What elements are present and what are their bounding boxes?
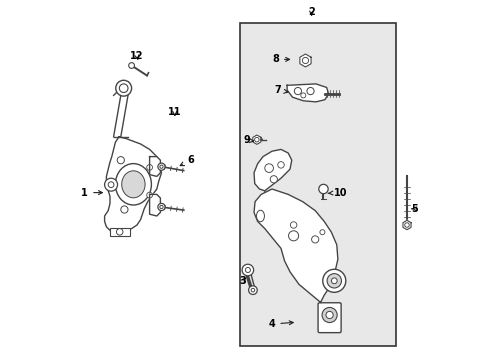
Polygon shape (300, 54, 311, 67)
Polygon shape (104, 137, 162, 232)
Circle shape (117, 157, 124, 164)
Text: 2: 2 (308, 6, 315, 17)
Text: 1: 1 (81, 188, 102, 198)
Circle shape (116, 80, 132, 96)
Text: 4: 4 (269, 319, 293, 329)
Circle shape (121, 206, 128, 213)
Circle shape (260, 138, 263, 141)
Circle shape (312, 236, 319, 243)
Circle shape (242, 264, 254, 276)
Circle shape (129, 63, 134, 68)
Ellipse shape (122, 171, 145, 198)
Circle shape (251, 288, 255, 292)
Polygon shape (403, 220, 411, 230)
Circle shape (120, 84, 128, 93)
Text: 9: 9 (244, 135, 254, 145)
FancyBboxPatch shape (318, 303, 341, 333)
Polygon shape (254, 149, 292, 191)
Circle shape (265, 164, 273, 172)
Circle shape (245, 267, 250, 273)
Text: 8: 8 (272, 54, 290, 64)
Circle shape (323, 269, 346, 292)
Circle shape (104, 178, 118, 191)
Circle shape (301, 93, 306, 98)
Text: 7: 7 (274, 85, 288, 95)
Circle shape (278, 162, 284, 168)
Circle shape (147, 192, 152, 198)
Circle shape (319, 184, 328, 194)
Ellipse shape (257, 210, 265, 222)
Polygon shape (254, 189, 338, 302)
Text: 6: 6 (180, 155, 195, 166)
Circle shape (327, 274, 342, 288)
Circle shape (248, 286, 257, 294)
Circle shape (326, 311, 333, 319)
Polygon shape (253, 135, 261, 144)
Circle shape (307, 87, 314, 95)
Text: 11: 11 (168, 107, 182, 117)
Bar (240, 23, 396, 346)
Circle shape (322, 307, 337, 323)
Text: 3: 3 (240, 276, 246, 286)
Ellipse shape (116, 164, 151, 205)
Circle shape (108, 182, 114, 188)
Polygon shape (149, 157, 160, 176)
Text: 10: 10 (328, 188, 347, 198)
Text: 12: 12 (130, 51, 144, 61)
Circle shape (158, 163, 165, 170)
Text: 5: 5 (412, 204, 418, 214)
Circle shape (117, 229, 123, 235)
Circle shape (294, 87, 301, 95)
Circle shape (147, 165, 152, 170)
Polygon shape (149, 194, 160, 216)
Circle shape (158, 203, 165, 211)
Circle shape (291, 222, 297, 228)
Circle shape (289, 231, 298, 241)
Circle shape (302, 57, 309, 64)
Circle shape (320, 230, 325, 235)
Circle shape (270, 176, 277, 183)
Circle shape (160, 165, 163, 168)
Polygon shape (287, 84, 328, 102)
Circle shape (160, 205, 163, 209)
Bar (110, 228, 130, 236)
Circle shape (331, 278, 337, 284)
Circle shape (255, 138, 259, 142)
Circle shape (405, 223, 409, 227)
